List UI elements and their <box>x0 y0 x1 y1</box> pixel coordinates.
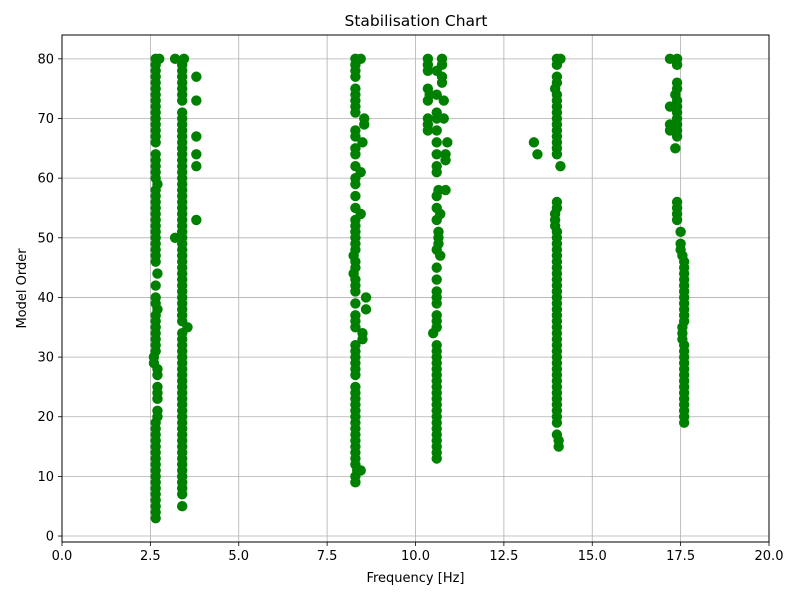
data-point <box>359 113 370 124</box>
data-point <box>350 298 361 309</box>
data-point <box>431 286 442 297</box>
data-point <box>433 226 444 238</box>
y-tick-label: 70 <box>37 112 54 127</box>
y-tick-label: 80 <box>37 52 54 67</box>
y-tick-label: 60 <box>37 172 54 187</box>
data-point <box>360 304 372 315</box>
data-point <box>431 149 442 160</box>
data-point <box>152 405 163 416</box>
x-tick-label: 2.5 <box>140 549 161 564</box>
data-point <box>178 53 190 65</box>
data-point <box>176 501 188 512</box>
data-point <box>431 274 442 285</box>
data-point <box>360 292 372 303</box>
data-point <box>440 149 451 160</box>
data-point <box>176 107 188 118</box>
chart-title: Stabilisation Chart <box>345 12 488 30</box>
x-axis-label: Frequency [Hz] <box>366 571 464 586</box>
data-point <box>350 161 361 172</box>
data-point <box>431 262 442 273</box>
data-point <box>350 202 361 214</box>
data-point <box>191 131 202 142</box>
data-point <box>438 113 449 124</box>
data-point <box>350 125 361 136</box>
data-point <box>431 107 442 118</box>
data-point <box>350 339 361 351</box>
data-point <box>350 310 361 321</box>
data-point <box>191 161 202 172</box>
data-point <box>191 149 202 160</box>
data-point <box>191 214 202 226</box>
data-points <box>148 53 690 524</box>
data-point <box>357 328 368 339</box>
x-tick-label: 20.0 <box>755 549 784 564</box>
x-tick-label: 0.0 <box>52 549 73 564</box>
data-point <box>431 310 442 321</box>
data-point <box>671 196 683 208</box>
y-tick-label: 50 <box>37 231 54 246</box>
data-point <box>150 280 161 291</box>
data-point <box>191 71 202 82</box>
data-point <box>431 125 442 136</box>
data-point <box>154 53 165 65</box>
data-point <box>422 113 434 124</box>
data-point <box>150 292 161 303</box>
data-point <box>442 137 453 148</box>
y-tick-label: 30 <box>37 351 54 366</box>
data-point <box>355 53 366 65</box>
data-point <box>431 161 442 172</box>
data-point <box>675 226 686 238</box>
y-axis-label: Model Order <box>15 248 30 329</box>
data-point <box>551 196 563 208</box>
y-tick-label: 40 <box>37 291 54 306</box>
data-point <box>191 95 202 106</box>
axis-ticks: 0.0 2.5 5.0 7.5 10.0 12.5 15.0 17.5 20.0 0 10 20 30 4… <box>37 52 783 564</box>
x-tick-label: 7.5 <box>317 549 338 564</box>
grid-lines <box>61 35 770 542</box>
data-point <box>350 143 361 154</box>
data-point <box>350 83 361 94</box>
data-point <box>678 417 690 428</box>
data-point <box>431 137 442 148</box>
x-tick-label: 12.5 <box>489 549 518 564</box>
data-point <box>152 381 163 393</box>
data-point <box>436 53 448 65</box>
data-point <box>671 53 683 65</box>
data-point <box>422 83 434 94</box>
data-point <box>553 435 564 446</box>
data-point <box>150 149 161 160</box>
data-point <box>528 137 540 148</box>
data-point <box>431 89 442 100</box>
data-point <box>440 184 451 196</box>
data-point <box>431 339 442 351</box>
data-point <box>350 190 361 202</box>
data-point <box>555 53 566 65</box>
data-point <box>350 381 361 393</box>
data-point <box>438 95 449 106</box>
data-point <box>169 53 181 65</box>
data-point <box>671 77 683 88</box>
x-tick-label: 17.5 <box>666 549 695 564</box>
x-tick-label: 5.0 <box>228 549 249 564</box>
data-point <box>532 149 543 160</box>
data-point <box>357 137 368 148</box>
data-point <box>431 202 442 214</box>
data-point <box>551 71 563 82</box>
y-tick-label: 0 <box>46 530 54 545</box>
x-tick-label: 15.0 <box>578 549 607 564</box>
y-tick-label: 20 <box>37 410 54 425</box>
x-tick-label: 10.0 <box>401 549 430 564</box>
data-point <box>555 161 566 172</box>
y-tick-label: 10 <box>37 470 54 485</box>
data-point <box>670 143 681 154</box>
data-point <box>152 268 163 279</box>
data-point <box>422 53 434 65</box>
